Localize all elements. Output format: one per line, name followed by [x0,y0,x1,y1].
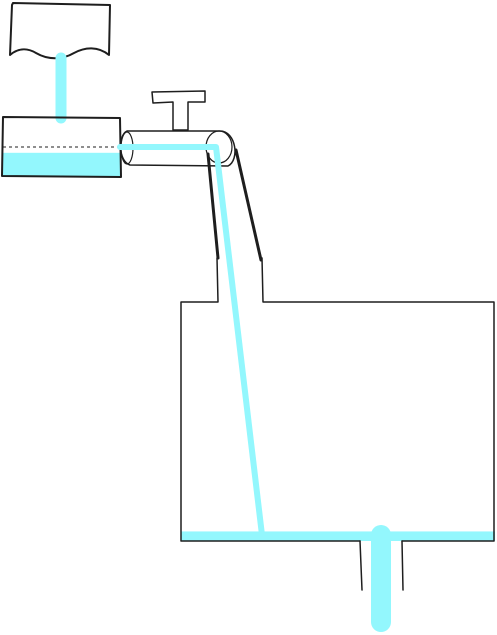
source-container [9,2,111,60]
source-container-outline [9,2,111,60]
tap-handle[interactable] [151,90,206,131]
tube-right-wall [234,148,263,262]
drain-right-wall [401,540,404,591]
receiving-tank-water [181,531,495,541]
outlet-drain [359,525,404,632]
inlet-basin-outline [1,116,122,178]
receiving-tank-outline [180,257,495,542]
inlet-basin-water [2,152,120,176]
inlet-basin [1,116,122,178]
tube-left-wall [206,152,220,260]
siphon-tube [117,130,265,538]
drain-left-wall [359,540,363,591]
tube-water-flow [117,144,265,538]
siphon-tap[interactable] [151,90,206,131]
receiving-tank [180,257,495,542]
